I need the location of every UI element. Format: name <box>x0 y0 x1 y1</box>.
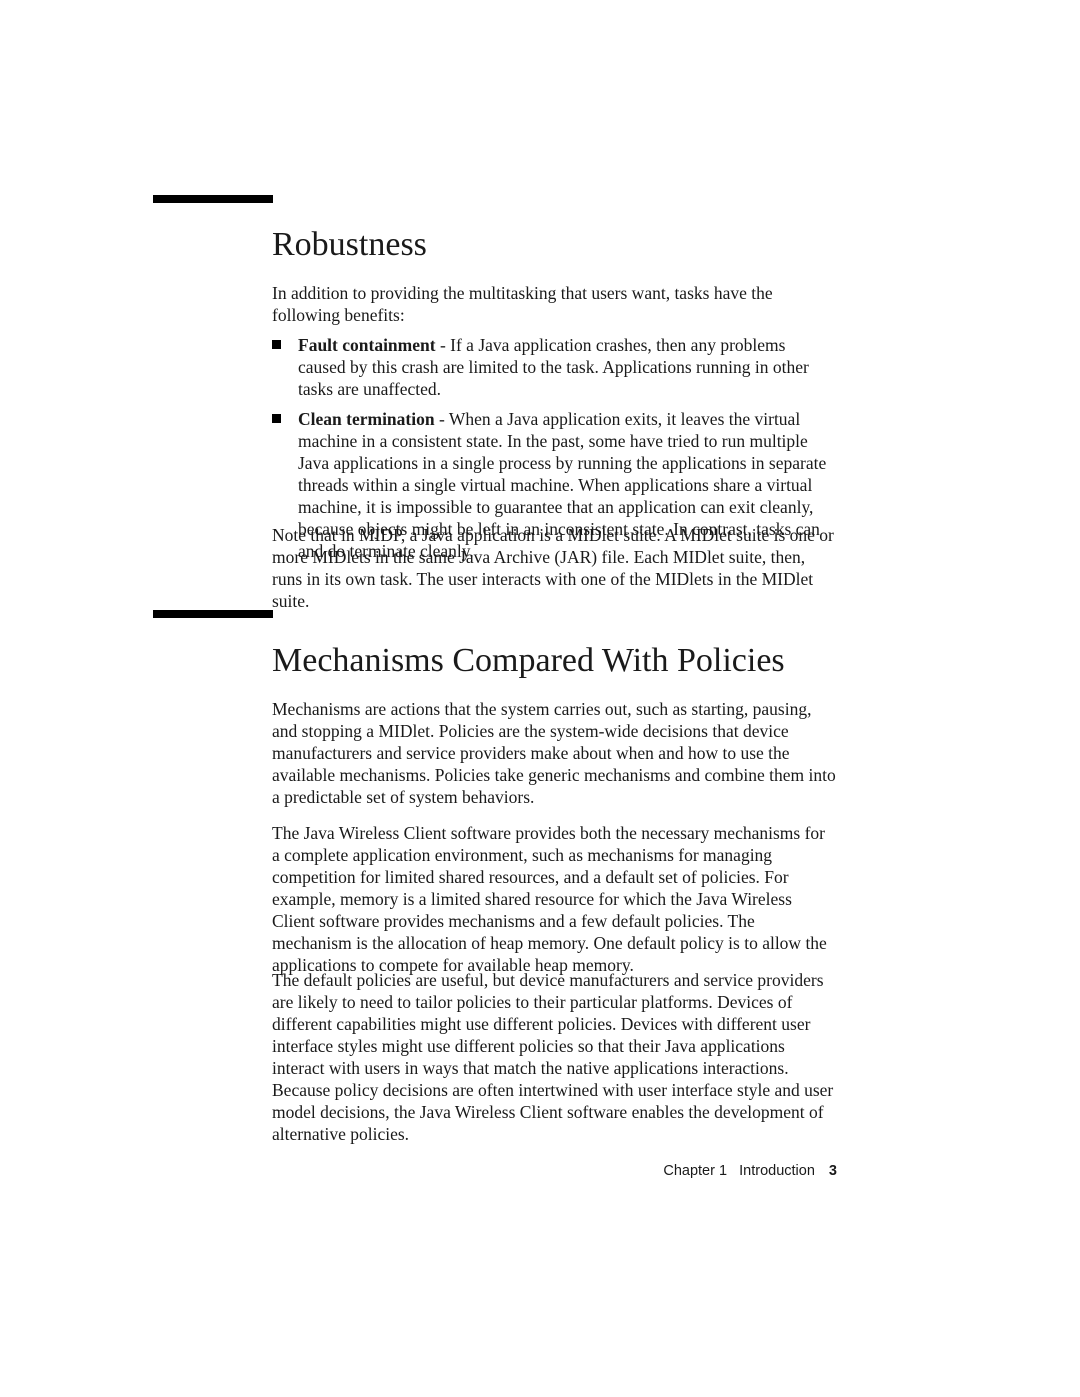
section-heading-robustness: Robustness <box>272 226 427 264</box>
page-footer: Chapter 1 Introduction 3 <box>272 1163 837 1179</box>
bullet-bold-term: Fault containment <box>298 335 436 355</box>
intro-paragraph: In addition to providing the multitaskin… <box>272 282 837 326</box>
section-divider-bar <box>153 195 273 203</box>
footer-chapter: Chapter 1 <box>663 1163 727 1179</box>
body-paragraph: The default policies are useful, but dev… <box>272 969 837 1145</box>
footer-title: Introduction <box>739 1163 815 1179</box>
bullet-square-icon <box>272 340 281 349</box>
body-paragraph: Mechanisms are actions that the system c… <box>272 698 837 808</box>
section-divider-bar <box>153 610 273 618</box>
body-paragraph: The Java Wireless Client software provid… <box>272 822 837 976</box>
bullet-bold-term: Clean termination <box>298 409 435 429</box>
note-paragraph: Note that in MIDP, a Java application is… <box>272 524 837 612</box>
document-page: Robustness In addition to providing the … <box>0 0 1080 1397</box>
footer-page-number: 3 <box>829 1163 837 1179</box>
list-item: Fault containment - If a Java applicatio… <box>272 334 837 400</box>
bullet-square-icon <box>272 414 281 423</box>
section-heading-mechanisms: Mechanisms Compared With Policies <box>272 642 785 680</box>
